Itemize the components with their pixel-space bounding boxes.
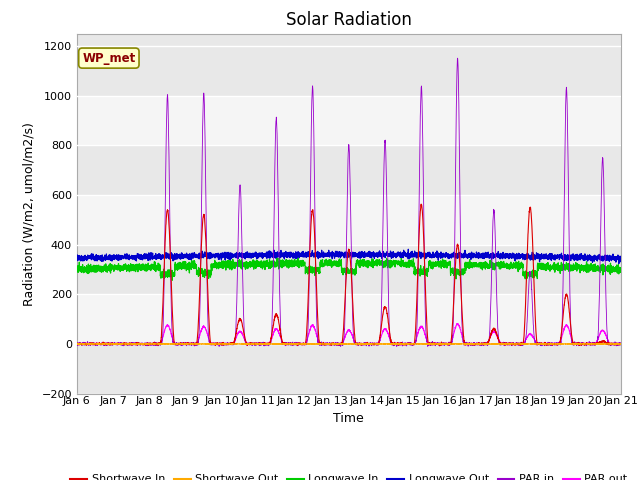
Bar xyxy=(77,34,621,96)
Bar xyxy=(77,294,621,344)
Bar xyxy=(77,344,621,394)
Bar xyxy=(77,245,621,294)
Legend: Shortwave In, Shortwave Out, Longwave In, Longwave Out, PAR in, PAR out: Shortwave In, Shortwave Out, Longwave In… xyxy=(66,470,632,480)
Text: WP_met: WP_met xyxy=(82,51,136,65)
Title: Solar Radiation: Solar Radiation xyxy=(286,11,412,29)
X-axis label: Time: Time xyxy=(333,412,364,425)
Bar xyxy=(77,145,621,195)
Y-axis label: Radiation (W/m2, umol/m2/s): Radiation (W/m2, umol/m2/s) xyxy=(23,121,36,306)
Bar xyxy=(77,195,621,245)
Bar xyxy=(77,96,621,145)
